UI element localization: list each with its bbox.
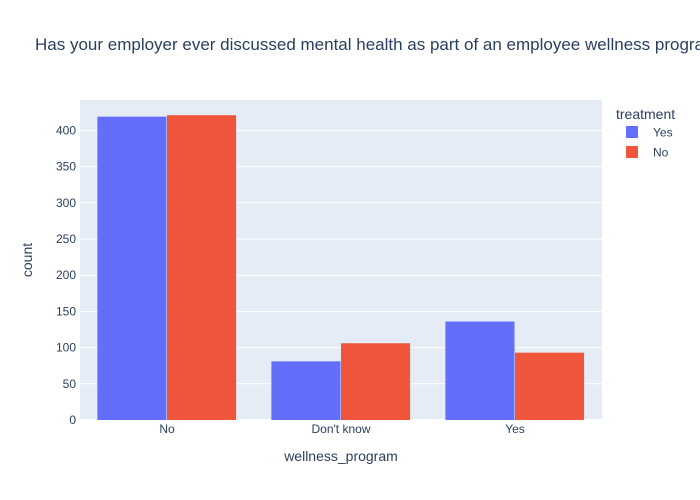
y-axis-title: count (19, 243, 35, 277)
legend-label: Yes (653, 126, 673, 140)
x-tick-labels: No Don't know Yes (159, 422, 524, 436)
y-tick-labels: 0 50 100 150 200 250 300 350 400 (56, 123, 76, 427)
bar-no-no (167, 115, 237, 421)
bar-no-don-t-know (341, 343, 411, 420)
y-tick-label: 100 (56, 341, 76, 355)
y-tick-label: 250 (56, 232, 76, 246)
legend-label: No (653, 146, 669, 160)
bar-no-yes (515, 352, 585, 420)
chart-title: Has your employer ever discussed mental … (35, 35, 700, 54)
x-tick-label: Don't know (312, 422, 371, 436)
y-tick-label: 350 (56, 160, 76, 174)
y-tick-label: 300 (56, 196, 76, 210)
x-tick-label: No (159, 422, 175, 436)
y-tick-label: 150 (56, 304, 76, 318)
bar-yes-yes (445, 321, 515, 420)
y-tick-label: 400 (56, 123, 76, 137)
legend-swatch (626, 126, 638, 138)
legend: treatment Yes No (616, 106, 675, 160)
bar-yes-don-t-know (271, 361, 341, 420)
x-axis-title: wellness_program (283, 448, 398, 464)
bars (97, 115, 585, 421)
bar-yes-no (97, 116, 167, 420)
y-tick-label: 50 (63, 377, 77, 391)
x-tick-label: Yes (505, 422, 525, 436)
y-tick-label: 0 (69, 413, 76, 427)
y-tick-label: 200 (56, 268, 76, 282)
legend-swatch (626, 146, 638, 158)
legend-title: treatment (616, 106, 675, 122)
chart-title-text: Has your employer ever discussed mental … (35, 35, 700, 54)
